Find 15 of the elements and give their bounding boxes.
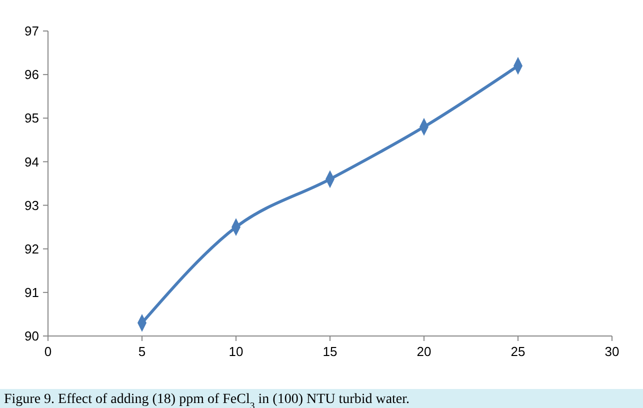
x-tick-label: 5 [138, 344, 146, 359]
x-tick-label: 30 [604, 344, 620, 359]
y-tick-label: 97 [24, 24, 39, 39]
x-tick-label: 20 [416, 344, 432, 359]
y-tick-label: 90 [24, 328, 39, 344]
x-tick-label: 15 [322, 344, 338, 359]
x-tick-label: 25 [510, 344, 526, 359]
y-tick-label: 95 [24, 110, 39, 126]
x-tick-label: 0 [44, 344, 52, 359]
y-tick-label: 94 [24, 154, 39, 170]
y-tick-label: 93 [24, 198, 39, 213]
y-tick-label: 96 [24, 67, 39, 82]
y-tick-label: 92 [24, 241, 39, 256]
x-tick-label: 10 [228, 344, 244, 359]
y-tick-label: 91 [24, 284, 39, 300]
